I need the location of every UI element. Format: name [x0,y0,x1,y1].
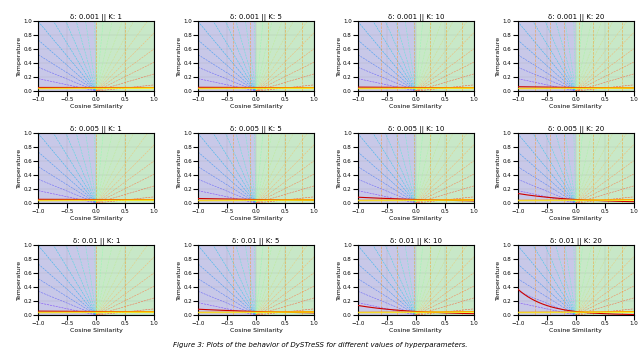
Bar [38,133,96,203]
Title: δ: 0.001 || K: 5: δ: 0.001 || K: 5 [230,14,282,21]
Y-axis label: Temperature: Temperature [17,260,22,300]
Y-axis label: Temperature: Temperature [177,148,182,188]
Title: δ: 0.01 || K: 20: δ: 0.01 || K: 20 [550,238,602,245]
Bar [358,245,416,315]
Title: δ: 0.005 || K: 5: δ: 0.005 || K: 5 [230,126,282,133]
Bar [256,245,314,315]
Bar [576,245,634,315]
X-axis label: Cosine Similarity: Cosine Similarity [549,216,602,220]
Bar [96,21,154,91]
Bar [576,21,634,91]
Bar [38,245,96,315]
Bar [416,21,474,91]
Bar [358,133,416,203]
Bar [256,133,314,203]
Text: Figure 3: Plots of the behavior of DySTreSS for different values of hyperparamet: Figure 3: Plots of the behavior of DySTr… [173,341,467,348]
Title: δ: 0.001 || K: 1: δ: 0.001 || K: 1 [70,14,122,21]
X-axis label: Cosine Similarity: Cosine Similarity [549,328,602,332]
X-axis label: Cosine Similarity: Cosine Similarity [230,216,282,220]
Bar [96,133,154,203]
Bar [576,133,634,203]
Title: δ: 0.01 || K: 5: δ: 0.01 || K: 5 [232,238,280,245]
Title: δ: 0.01 || K: 1: δ: 0.01 || K: 1 [72,238,120,245]
Bar [96,245,154,315]
Y-axis label: Temperature: Temperature [497,260,501,300]
Title: δ: 0.005 || K: 20: δ: 0.005 || K: 20 [548,126,604,133]
Y-axis label: Temperature: Temperature [337,148,342,188]
Bar [518,21,576,91]
Y-axis label: Temperature: Temperature [497,148,501,188]
Y-axis label: Temperature: Temperature [177,36,182,76]
Bar [518,133,576,203]
X-axis label: Cosine Similarity: Cosine Similarity [70,328,123,332]
Bar [416,245,474,315]
Bar [256,21,314,91]
X-axis label: Cosine Similarity: Cosine Similarity [390,328,442,332]
Bar [416,133,474,203]
X-axis label: Cosine Similarity: Cosine Similarity [230,104,282,108]
Title: δ: 0.001 || K: 20: δ: 0.001 || K: 20 [547,14,604,21]
X-axis label: Cosine Similarity: Cosine Similarity [70,104,123,108]
X-axis label: Cosine Similarity: Cosine Similarity [230,328,282,332]
Title: δ: 0.005 || K: 10: δ: 0.005 || K: 10 [388,126,444,133]
Title: δ: 0.01 || K: 10: δ: 0.01 || K: 10 [390,238,442,245]
Title: δ: 0.001 || K: 10: δ: 0.001 || K: 10 [388,14,444,21]
Y-axis label: Temperature: Temperature [177,260,182,300]
Title: δ: 0.005 || K: 1: δ: 0.005 || K: 1 [70,126,122,133]
X-axis label: Cosine Similarity: Cosine Similarity [70,216,123,220]
Bar [358,21,416,91]
Bar [198,21,256,91]
Y-axis label: Temperature: Temperature [17,148,22,188]
Y-axis label: Temperature: Temperature [17,36,22,76]
X-axis label: Cosine Similarity: Cosine Similarity [390,104,442,108]
Y-axis label: Temperature: Temperature [337,36,342,76]
X-axis label: Cosine Similarity: Cosine Similarity [390,216,442,220]
Y-axis label: Temperature: Temperature [497,36,501,76]
Bar [198,245,256,315]
Y-axis label: Temperature: Temperature [337,260,342,300]
Bar [38,21,96,91]
Bar [518,245,576,315]
Bar [198,133,256,203]
X-axis label: Cosine Similarity: Cosine Similarity [549,104,602,108]
